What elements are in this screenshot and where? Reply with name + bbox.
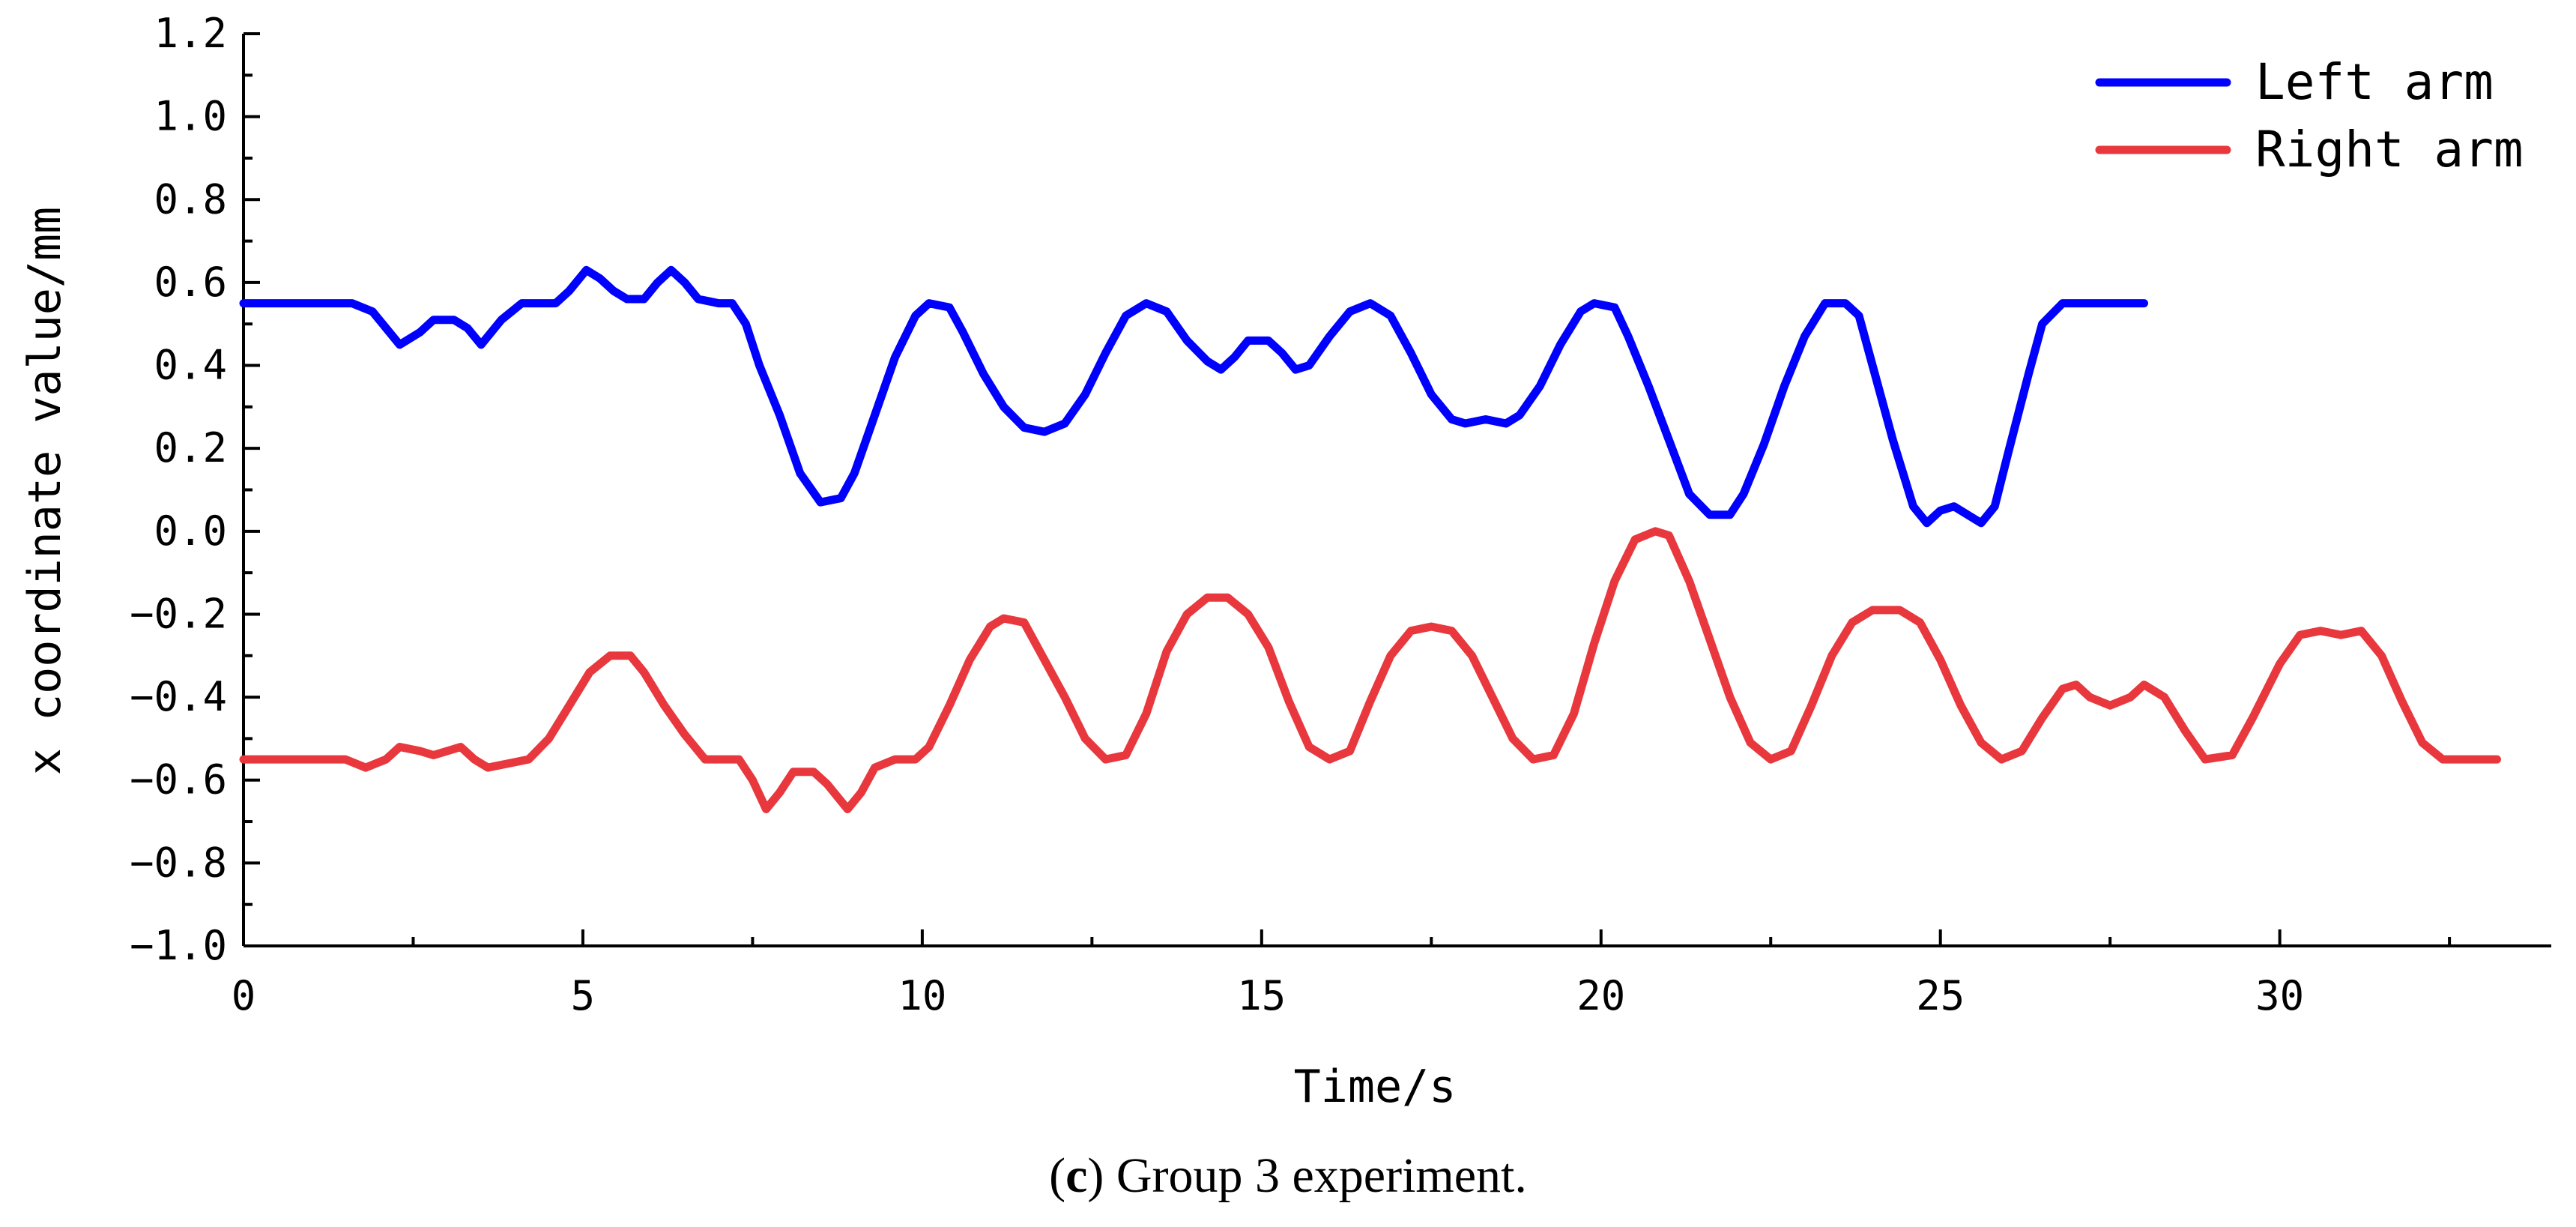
y-tick-label: 1.2 bbox=[154, 10, 227, 57]
y-tick-label: −0.2 bbox=[130, 590, 227, 637]
x-tick-label: 0 bbox=[232, 972, 256, 1019]
y-tick-label: 0.4 bbox=[154, 342, 227, 389]
legend-label-right-arm: Right arm bbox=[2255, 121, 2524, 178]
y-tick-label: 1.0 bbox=[154, 93, 227, 140]
x-tick-label: 25 bbox=[1916, 972, 1965, 1019]
x-tick-label: 15 bbox=[1237, 972, 1286, 1019]
series-line-right-arm bbox=[239, 527, 2501, 813]
caption-text: ) Group 3 experiment. bbox=[1087, 1148, 1527, 1203]
x-tick-label: 30 bbox=[2255, 972, 2304, 1019]
x-tick-label: 20 bbox=[1576, 972, 1625, 1019]
y-tick-label: −0.8 bbox=[130, 839, 227, 886]
y-ticks: −1.0 −0.8 −0.6 −0.4 −0.2 0.0 0.2 0.4 0.6 0.8 1.0 1.… bbox=[130, 10, 260, 969]
legend: Left arm Right arm bbox=[2095, 53, 2524, 178]
y-tick-label: 0.2 bbox=[154, 424, 227, 471]
series-lines bbox=[239, 265, 2501, 813]
caption-letter: c bbox=[1065, 1148, 1087, 1203]
figure-caption: (c) Group 3 experiment. bbox=[1049, 1148, 1527, 1203]
caption-open-paren: ( bbox=[1049, 1148, 1065, 1203]
y-axis-title: x coordinate value/mm bbox=[19, 207, 71, 776]
legend-label-left-arm: Left arm bbox=[2255, 53, 2494, 111]
x-ticks: 0 5 10 15 20 25 30 bbox=[232, 929, 2452, 1019]
series-line-left-arm bbox=[239, 265, 2148, 528]
axes bbox=[242, 34, 2551, 947]
x-tick-label: 5 bbox=[571, 972, 596, 1019]
x-tick-label: 10 bbox=[898, 972, 946, 1019]
y-tick-label: 0.0 bbox=[154, 507, 227, 555]
x-axis-title: Time/s bbox=[1294, 1061, 1457, 1113]
y-tick-label: −1.0 bbox=[130, 922, 227, 969]
y-tick-label: −0.6 bbox=[130, 756, 227, 804]
y-tick-label: −0.4 bbox=[130, 673, 227, 720]
y-tick-label: 0.8 bbox=[154, 175, 227, 223]
y-tick-label: 0.6 bbox=[154, 259, 227, 306]
